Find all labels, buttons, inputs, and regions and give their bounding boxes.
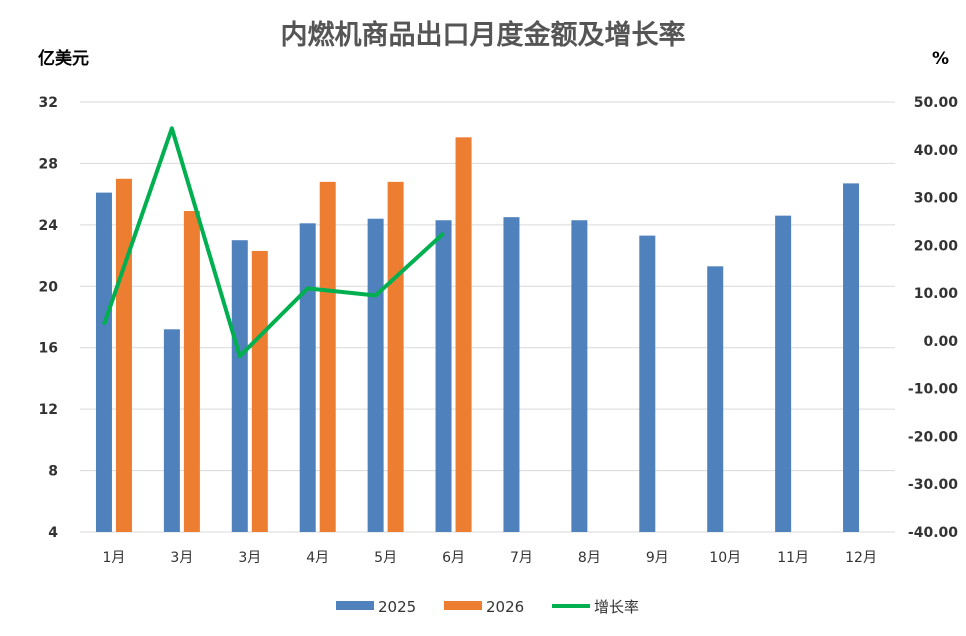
legend-label: 2026 [486,598,524,616]
bar-2025 [163,329,180,532]
x-tick-label: 6月 [442,550,465,566]
bar-2025 [435,220,452,532]
right-tick-label: -40.00 [908,525,958,541]
right-tick-label: 20.00 [914,238,959,254]
bar-2026 [115,178,132,533]
bars [95,137,860,533]
bar-2026 [183,211,200,533]
bar-2025 [299,223,316,533]
legend: 2025 2026 增长率 [336,598,639,616]
x-tick-label: 10月 [709,550,741,566]
bar-2025 [639,235,656,532]
left-tick-label: 4 [48,525,58,541]
left-tick-label: 24 [39,218,59,234]
right-tick-label: 50.00 [914,95,959,111]
right-axis-ticks: -40.00 -30.00 -20.00 -10.00 0.00 10.00 20.00 30… [908,95,958,541]
x-tick-label: 5月 [374,550,397,566]
left-tick-label: 28 [39,156,58,172]
growth-line [102,126,445,359]
x-tick-label: 4月 [306,550,329,566]
right-tick-label: 30.00 [914,191,959,207]
right-tick-label: 10.00 [914,286,959,302]
bar-2026 [251,250,268,532]
right-tick-label: 40.00 [914,143,959,159]
bar-2026 [455,137,472,533]
bar-2026 [387,181,404,532]
bar-2025 [231,240,248,532]
bar-2025 [843,183,860,532]
x-tick-label: 3月 [238,550,261,566]
bar-2025 [503,217,520,532]
x-tick-label: 1月 [102,550,125,566]
bar-2026 [319,181,336,532]
x-tick-label: 11月 [777,550,809,566]
left-tick-label: 32 [39,95,58,111]
bar-2025 [775,215,792,532]
left-tick-label: 12 [39,402,58,418]
legend-label: 2025 [378,598,416,616]
right-tick-label: 0.00 [923,334,958,350]
x-tick-label: 3月 [170,550,193,566]
chart-title: 内燃机商品出口月度金额及增长率 [281,19,686,51]
left-axis-ticks: 4 8 12 16 20 24 28 32 [39,95,59,541]
bar-2025 [367,218,384,532]
x-tick-label: 9月 [646,550,669,566]
legend-label: 增长率 [594,598,639,616]
legend-swatch [336,601,374,610]
left-tick-label: 8 [48,464,58,480]
right-tick-label: -30.00 [908,477,958,493]
left-tick-label: 16 [39,341,58,357]
x-tick-label: 12月 [845,550,877,566]
right-tick-label: -20.00 [908,429,958,445]
x-tick-label: 8月 [578,550,601,566]
bar-2025 [571,220,588,532]
right-tick-label: -10.00 [908,382,958,398]
line-series [102,126,445,359]
gridlines [80,101,895,533]
right-axis-unit: % [932,49,949,69]
legend-swatch [444,601,482,610]
left-axis-unit: 亿美元 [38,48,89,69]
x-axis-ticks: 1月 3月 3月 4月 5月 6月 7月 8月 9月 10月 11月 12月 [102,550,876,566]
bar-2025 [95,192,112,532]
bar-2025 [707,266,724,532]
left-tick-label: 20 [39,279,59,295]
x-tick-label: 7月 [510,550,533,566]
